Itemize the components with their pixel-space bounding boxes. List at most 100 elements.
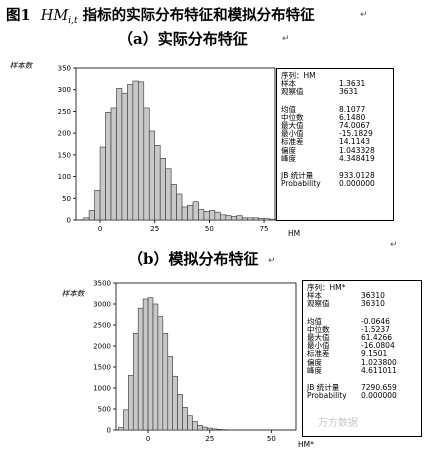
figure-title-prefix: 图1 [6,7,31,24]
chart-b-stats-value: 4.611011 [361,365,397,375]
chart-a-stats-value: 8.1077 [339,104,366,114]
chart-b-stats-value: 36310 [361,291,385,301]
chart-a-xlabel: HM [288,229,301,238]
chart-b-bar-7 [152,303,159,431]
chart-b-bar-20 [216,429,223,431]
chart-a-stats-row: 最大值 74.0067 [277,120,393,130]
chart-b-ytick-label-6: 3000 [93,301,111,309]
chart-a-ytick-label-4: 200 [58,130,71,138]
chart-b-ytick-label-0: 0 [107,427,111,435]
chart-b-stats-value: 1.023800 [361,357,397,367]
chart-a-bar-30 [247,217,254,221]
chart-a-stats-label: 标准差 [281,137,304,147]
chart-b-bar-9 [162,333,169,431]
chart-b-bar-3 [132,333,139,431]
chart-a-bar-9 [132,80,139,221]
chart-a-ytick-label-7: 350 [58,65,71,73]
chart-a-ylabel: 样本数 [9,61,33,70]
chart-b-bar-13 [182,407,188,431]
chart-b-subtitle: （b）模拟分布特征 [128,250,259,268]
chart-b-stats-row: 中位数 -1.5237 [303,324,421,334]
chart-b-stats-label: 均值 [307,316,322,326]
chart-b-ytick-label-4: 2000 [93,343,111,351]
chart-b-stats-value: 0.000000 [361,391,397,401]
chart-a-bar-4 [105,111,112,221]
chart-a-stats-value: 0.000000 [339,179,375,189]
chart-b-stats-row: 峰度 4.611011 [303,365,421,375]
chart-b-stats-label: 最小值 [307,341,330,351]
chart-a-stats-value: 4.348419 [339,153,375,163]
chart-b-stats-value: 7290.659 [361,382,397,392]
chart-a-stats-label: Probability [281,179,321,189]
chart-b-stats-label: 偏度 [307,357,322,367]
chart-b-ytick-label-5: 2500 [93,322,111,330]
chart-a-bar-25 [220,214,227,221]
chart-b-ytick-label-7: 3500 [93,280,111,288]
chart-a-stats-row: 观察值 3631 [277,88,393,96]
chart-a-bar-15 [165,168,172,221]
chart-b-stats-label: 标准差 [307,349,330,359]
paragraph-mark-icon: ↵ [360,10,368,20]
chart-a-stats-row: 峰度 4.348419 [277,153,393,163]
chart-a-subtitle: （a）实际分布特征 [118,30,248,48]
chart-b-stats-row: Probability 0.000000 [303,391,421,401]
chart-a-bar-20 [192,201,199,221]
chart-b-bar-10 [167,356,174,431]
chart-a-stats-value: 14.1143 [339,137,371,147]
chart-b-bar-8 [157,316,164,431]
chart-b-stats-box: 序列：HM* 样本 36310 观察值 36310 均值 -0.0646 中位数 -1.5237… [302,280,422,437]
chart-a-bar-17 [176,193,183,221]
chart-b-bar-18 [206,427,213,431]
chart-b-stats-label: 最大值 [307,332,330,342]
figure-title: 图1 HMi,t 指标的实际分布特征和模拟分布特征 [6,4,315,26]
chart-a-bar-32 [258,217,265,221]
chart-a-stats-label: 偏度 [281,145,296,155]
chart-b-xtick-label-2: 50 [267,435,276,443]
chart-b-stats-value: 9.1501 [361,349,388,359]
chart-b-stats-label: 样本 [307,291,322,301]
chart-b-xtick-label-1: 25 [205,435,214,443]
paragraph-mark-icon: ↵ [282,34,290,44]
chart-a-stats-label: 最大值 [281,120,304,130]
chart-a-bar-6 [116,88,123,221]
chart-b-bar-19 [211,428,218,431]
chart-a-stats-value: 933.0128 [339,170,375,180]
chart-a-bar-11 [143,107,150,221]
chart-b-stats-row: 最小值 -16.0804 [303,341,421,351]
chart-a-bar-7 [121,92,128,221]
chart-b-stats-label: JB 统计量 [307,382,340,392]
chart-a-stats-value: 3631 [339,87,359,97]
chart-a-stats-label: 中位数 [281,112,304,122]
paragraph-mark-icon: ↵ [268,256,276,266]
chart-a-stats-row: JB 统计量 933.0128 [277,170,393,180]
chart-a-xtick-label-0: 0 [98,225,102,233]
chart-b-stats-value: -0.0646 [361,316,390,326]
chart-b-xtick-label-0: 0 [146,435,150,443]
figure-title-text: 指标的实际分布特征和模拟分布特征 [82,7,315,24]
chart-b-stats-value: -1.5237 [361,324,390,334]
chart-b-bar-12 [177,393,183,431]
chart-a-bar-5 [110,107,117,221]
chart-a-bar-21 [198,209,205,221]
chart-b-bar-2 [128,375,134,431]
chart-b-bar-16 [197,425,203,431]
chart-a-bar-19 [187,204,194,221]
chart-a-stats-label: JB 统计量 [281,170,314,180]
chart-b-xlabel: HM* [298,440,314,449]
chart-a-stats-value: 1.3631 [339,79,366,89]
chart-a-bar-2 [94,190,101,221]
chart-a-stats-row: 中位数 6.1480 [277,112,393,122]
chart-a-bar-29 [241,217,248,221]
chart-a-bar-10 [138,81,145,221]
chart-b-stats-label: 峰度 [307,365,322,375]
chart-a-stats-value: 74.0067 [339,120,371,130]
chart-a-stats-label: 样本 [281,79,296,89]
chart-a-stats-box: 序列：HM 样本 1.3631 观察值 3631 均值 8.1077 中位数 6.1480 最大值… [276,68,394,221]
chart-b-stats-value: 61.4266 [361,332,393,342]
chart-a-bar-18 [181,206,188,221]
chart-a-stats-label: 均值 [281,104,296,114]
chart-a-bar-22 [203,211,210,221]
chart-a-bar-14 [159,158,166,221]
chart-a-stats-label: 序列：HM [281,71,316,80]
chart-b-ylabel: 样本数 [61,289,85,298]
